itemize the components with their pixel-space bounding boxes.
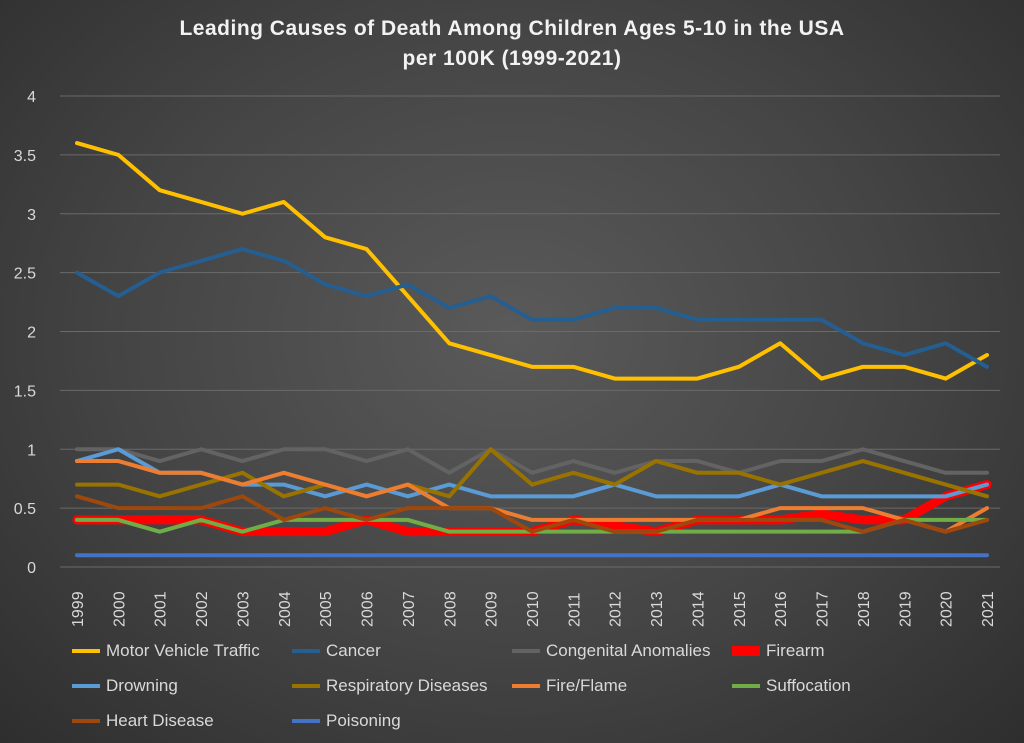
series-line-respiratory-diseases <box>75 447 989 499</box>
legend-label: Firearm <box>766 641 825 660</box>
x-tick-label: 2014 <box>690 591 707 627</box>
y-tick-label: 2 <box>27 325 36 342</box>
legend-item: Drowning <box>72 673 292 699</box>
x-tick-label: 2019 <box>897 591 914 627</box>
legend-item: Suffocation <box>732 673 952 699</box>
legend-label: Drowning <box>106 676 178 695</box>
legend-item: Motor Vehicle Traffic <box>72 638 292 664</box>
legend: Motor Vehicle Traffic Cancer Congenital An… <box>72 638 1012 734</box>
y-tick-label: 4 <box>27 89 36 106</box>
legend-label: Poisoning <box>326 711 401 730</box>
y-tick-label: 3.5 <box>14 148 36 165</box>
legend-swatch <box>292 684 320 688</box>
legend-item: Respiratory Diseases <box>292 673 512 699</box>
legend-swatch <box>72 719 100 723</box>
x-tick-label: 2005 <box>318 591 335 627</box>
x-tick-label: 2018 <box>856 591 873 627</box>
legend-swatch <box>732 646 760 656</box>
x-tick-label: 2004 <box>277 591 294 627</box>
legend-swatch <box>732 684 760 688</box>
legend-label: Suffocation <box>766 676 851 695</box>
legend-label: Fire/Flame <box>546 676 628 695</box>
series-line-cancer <box>75 247 989 369</box>
legend-item: Congenital Anomalies <box>512 638 732 664</box>
legend-label: Motor Vehicle Traffic <box>106 641 260 660</box>
legend-item: Heart Disease <box>72 708 292 734</box>
x-tick-label: 2002 <box>194 591 211 627</box>
legend-item: Poisoning <box>292 708 512 734</box>
legend-label: Cancer <box>326 641 381 660</box>
legend-item: Fire/Flame <box>512 673 732 699</box>
y-tick-label: 0.5 <box>14 501 36 518</box>
x-tick-label: 2003 <box>235 591 252 627</box>
series-line-fire-flame <box>75 459 989 534</box>
legend-swatch <box>292 719 320 723</box>
x-tick-label: 2013 <box>649 591 666 627</box>
y-tick-label: 0 <box>27 560 36 577</box>
x-tick-label: 2016 <box>773 591 790 627</box>
legend-swatch <box>292 649 320 653</box>
legend-swatch <box>512 684 540 688</box>
x-tick-label: 2011 <box>566 592 583 627</box>
legend-swatch <box>72 649 100 653</box>
y-tick-label: 3 <box>27 207 36 224</box>
x-tick-label: 2010 <box>525 591 542 627</box>
legend-item: Cancer <box>292 638 512 664</box>
x-tick-label: 2000 <box>111 591 128 627</box>
y-tick-label: 1 <box>27 442 36 459</box>
x-tick-label: 2017 <box>815 591 832 627</box>
chart-title: Leading Causes of Death Among Children A… <box>0 14 1024 74</box>
y-tick-label: 2.5 <box>14 266 36 283</box>
legend-label: Respiratory Diseases <box>326 676 488 695</box>
legend-label: Heart Disease <box>106 711 214 730</box>
y-tick-label: 1.5 <box>14 383 36 400</box>
legend-swatch <box>72 684 100 688</box>
x-tick-label: 2021 <box>980 591 997 627</box>
x-tick-label: 1999 <box>70 591 87 627</box>
x-tick-label: 2008 <box>442 591 459 627</box>
x-tick-label: 2020 <box>939 591 956 627</box>
x-tick-label: 2007 <box>401 591 418 627</box>
x-tick-label: 2006 <box>360 591 377 627</box>
chart-title-line-2: per 100K (1999-2021) <box>402 47 622 70</box>
chart-title-line-1: Leading Causes of Death Among Children A… <box>179 17 845 40</box>
legend-label: Congenital Anomalies <box>546 641 711 660</box>
series-line-motor-vehicle-traffic <box>75 141 989 381</box>
series-line-congenital-anomalies <box>75 447 989 475</box>
series-line-heart-disease <box>75 494 989 534</box>
x-tick-label: 2009 <box>484 591 501 627</box>
x-tick-label: 2001 <box>153 591 170 627</box>
x-tick-label: 2015 <box>732 591 749 627</box>
legend-item: Firearm <box>732 638 952 664</box>
legend-swatch <box>512 649 540 653</box>
x-tick-label: 2012 <box>608 591 625 627</box>
